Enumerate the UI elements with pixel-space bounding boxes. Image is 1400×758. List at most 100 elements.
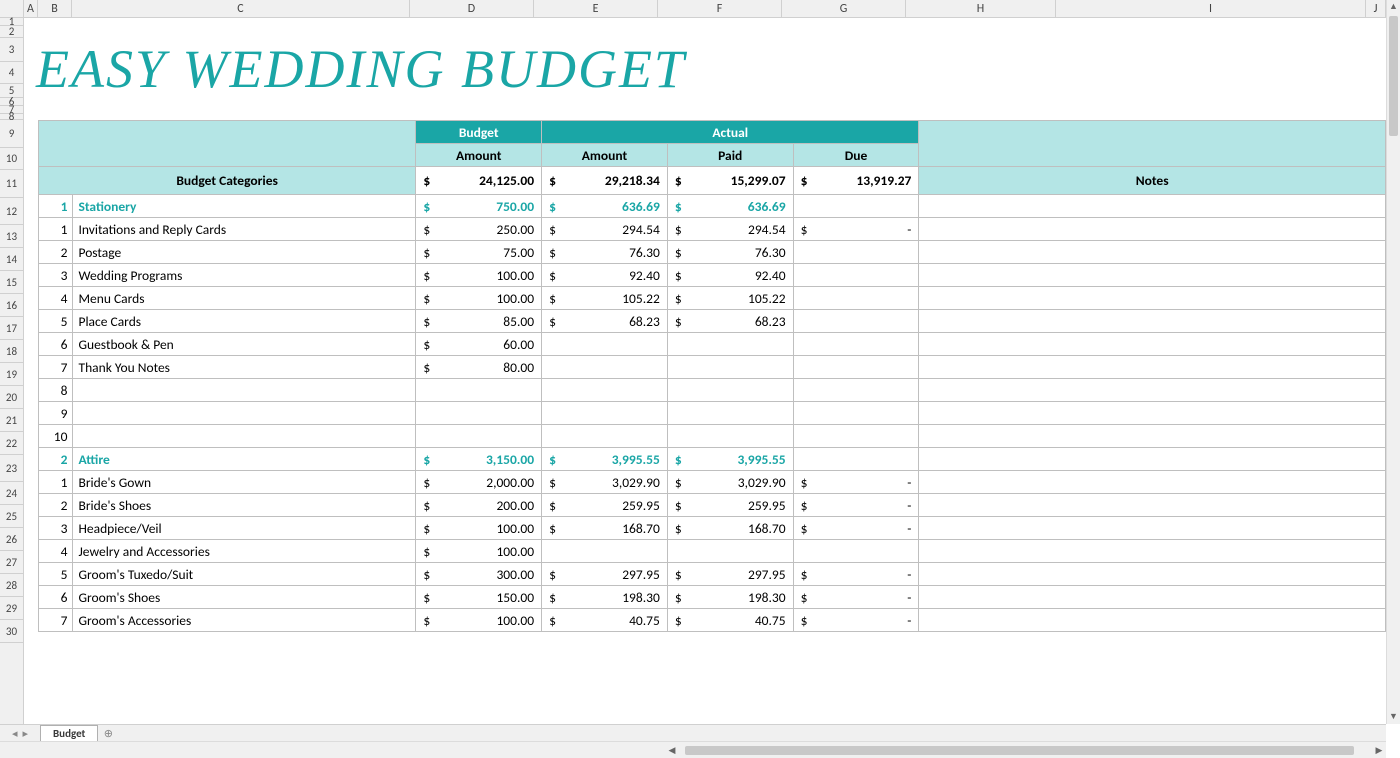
row-actual-paid[interactable]: $198.30 [667,586,793,609]
col-header-E[interactable]: E [534,0,658,17]
row-index[interactable]: 1 [39,471,73,494]
row-notes[interactable] [919,402,1386,425]
row-actual-amount[interactable]: $294.54 [542,218,668,241]
col-header-J[interactable]: J [1366,0,1386,17]
row-label[interactable] [73,402,416,425]
row-actual-amount[interactable]: $76.30 [542,241,668,264]
row-actual-due[interactable] [793,310,919,333]
row-label[interactable]: Groom's Accessories [73,609,416,632]
row-notes[interactable] [919,379,1386,402]
row-header-18[interactable]: 18 [0,340,23,363]
section-actual-due[interactable] [793,195,919,218]
row-budget[interactable]: $60.00 [416,333,542,356]
row-index[interactable]: 3 [39,517,73,540]
row-header-22[interactable]: 22 [0,432,23,455]
row-index[interactable]: 1 [39,218,73,241]
row-actual-paid[interactable]: $294.54 [667,218,793,241]
row-header-24[interactable]: 24 [0,482,23,505]
row-budget[interactable]: $2,000.00 [416,471,542,494]
col-header-G[interactable]: G [782,0,906,17]
col-header-C[interactable]: C [72,0,410,17]
scroll-thumb-h[interactable] [685,746,1354,755]
row-actual-amount[interactable]: $105.22 [542,287,668,310]
section-budget[interactable]: $3,150.00 [416,448,542,471]
col-header-A[interactable]: A [24,0,38,17]
sheet-tab-budget[interactable]: Budget [40,725,98,741]
row-actual-due[interactable]: $- [793,471,919,494]
row-header-2[interactable]: 2 [0,26,23,38]
row-actual-amount[interactable]: $259.95 [542,494,668,517]
row-notes[interactable] [919,609,1386,632]
row-index[interactable]: 7 [39,356,73,379]
row-actual-due[interactable] [793,356,919,379]
row-actual-paid[interactable]: $297.95 [667,563,793,586]
total-actual-amount[interactable]: $29,218.34 [542,167,668,195]
row-actual-due[interactable] [793,540,919,563]
section-notes[interactable] [919,448,1386,471]
row-index[interactable]: 5 [39,563,73,586]
scroll-thumb-v[interactable] [1389,16,1398,136]
row-actual-paid[interactable] [667,540,793,563]
total-budget[interactable]: $24,125.00 [416,167,542,195]
row-label[interactable]: Jewelry and Accessories [73,540,416,563]
row-budget[interactable] [416,402,542,425]
section-actual-amount[interactable]: $636.69 [542,195,668,218]
row-label[interactable]: Place Cards [73,310,416,333]
row-notes[interactable] [919,218,1386,241]
row-label[interactable]: Thank You Notes [73,356,416,379]
row-budget[interactable]: $250.00 [416,218,542,241]
row-budget[interactable]: $80.00 [416,356,542,379]
row-index[interactable]: 7 [39,609,73,632]
row-header-4[interactable]: 4 [0,62,23,84]
scroll-up-icon[interactable]: ▲ [1387,0,1400,14]
row-notes[interactable] [919,264,1386,287]
row-header-20[interactable]: 20 [0,386,23,409]
row-actual-amount[interactable] [542,356,668,379]
row-header-17[interactable]: 17 [0,317,23,340]
row-actual-due[interactable]: $- [793,563,919,586]
row-label[interactable]: Bride's Gown [73,471,416,494]
row-label[interactable]: Postage [73,241,416,264]
row-actual-amount[interactable]: $40.75 [542,609,668,632]
row-actual-paid[interactable]: $3,029.90 [667,471,793,494]
row-actual-paid[interactable]: $40.75 [667,609,793,632]
row-actual-paid[interactable]: $68.23 [667,310,793,333]
row-notes[interactable] [919,287,1386,310]
row-budget[interactable]: $300.00 [416,563,542,586]
row-index[interactable]: 2 [39,494,73,517]
row-actual-paid[interactable] [667,425,793,448]
horizontal-scrollbar[interactable]: ◀ ▶ [0,741,1386,758]
row-actual-paid[interactable]: $259.95 [667,494,793,517]
section-notes[interactable] [919,195,1386,218]
row-actual-amount[interactable] [542,540,668,563]
row-actual-due[interactable]: $- [793,586,919,609]
row-header-13[interactable]: 13 [0,225,23,248]
row-actual-amount[interactable] [542,425,668,448]
row-label[interactable]: Menu Cards [73,287,416,310]
row-actual-paid[interactable] [667,333,793,356]
row-index[interactable]: 9 [39,402,73,425]
row-actual-due[interactable]: $- [793,218,919,241]
col-header-D[interactable]: D [410,0,534,17]
row-header-19[interactable]: 19 [0,363,23,386]
row-label[interactable]: Groom's Shoes [73,586,416,609]
row-index[interactable]: 4 [39,287,73,310]
col-header-B[interactable]: B [38,0,72,17]
vertical-scrollbar[interactable]: ▲ ▼ [1386,0,1400,724]
row-budget[interactable]: $75.00 [416,241,542,264]
row-notes[interactable] [919,425,1386,448]
row-actual-paid[interactable] [667,402,793,425]
row-label[interactable]: Guestbook & Pen [73,333,416,356]
col-header-F[interactable]: F [658,0,782,17]
row-actual-amount[interactable]: $3,029.90 [542,471,668,494]
row-actual-due[interactable] [793,402,919,425]
row-actual-due[interactable] [793,333,919,356]
row-label[interactable]: Invitations and Reply Cards [73,218,416,241]
row-header-23[interactable]: 23 [0,455,23,482]
row-notes[interactable] [919,310,1386,333]
scroll-right-icon[interactable]: ▶ [1372,745,1386,756]
row-actual-due[interactable] [793,379,919,402]
row-notes[interactable] [919,471,1386,494]
row-header-12[interactable]: 12 [0,198,23,225]
row-header-26[interactable]: 26 [0,528,23,551]
